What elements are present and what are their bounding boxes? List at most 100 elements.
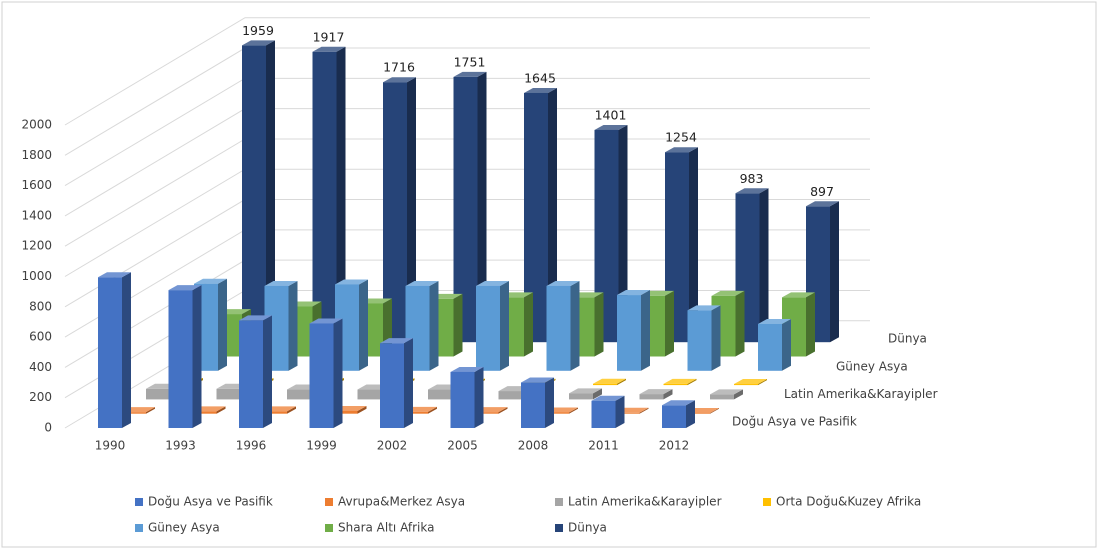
bar-side — [710, 407, 719, 414]
bar-top — [194, 278, 227, 284]
bar-side — [333, 318, 343, 428]
bar-top — [662, 400, 695, 406]
bar — [242, 45, 266, 343]
bar-top — [264, 280, 298, 286]
bar-top — [405, 280, 439, 286]
value-label: 1254 — [665, 130, 697, 145]
bar-side — [734, 389, 743, 400]
bar-side — [618, 124, 628, 343]
bar — [474, 412, 499, 414]
bar-top — [594, 124, 628, 130]
x-tick-label: 1993 — [165, 439, 196, 453]
bar — [122, 412, 146, 414]
legend-label: Shara Altı Afrika — [338, 521, 434, 535]
legend-label: Dünya — [568, 521, 607, 535]
legend-label: Orta Doğu&Kuzey Afrika — [776, 495, 921, 509]
x-tick-label: 1999 — [306, 439, 337, 453]
bar — [615, 412, 640, 414]
depth-axis-label: Doğu Asya ve Pasifik — [732, 415, 857, 429]
bar-top — [687, 305, 721, 311]
bar — [216, 388, 241, 400]
bar-top — [617, 290, 650, 296]
bar — [450, 371, 475, 428]
bar — [639, 394, 664, 400]
bar — [380, 343, 404, 428]
bar-side — [404, 338, 413, 428]
y-tick-label: 400 — [29, 360, 52, 374]
y-tick-label: 200 — [29, 390, 52, 404]
bar-top — [521, 377, 554, 383]
bar-side — [336, 46, 346, 343]
bar-top — [734, 379, 767, 385]
legend-label: Avrupa&Merkez Asya — [338, 495, 465, 509]
bar-side — [830, 201, 839, 343]
depth-axis-label: Dünya — [888, 332, 927, 346]
bar-top — [591, 395, 625, 401]
bar — [263, 411, 287, 414]
y-tick-label: 1000 — [21, 269, 52, 283]
depth-axis-label: Güney Asya — [836, 359, 908, 373]
bar-top — [663, 378, 697, 384]
legend-swatch — [555, 524, 563, 532]
grid-line — [64, 17, 870, 126]
bar-side — [428, 406, 437, 414]
bar-side — [689, 147, 698, 343]
bar-top — [710, 389, 743, 395]
legend-swatch — [325, 524, 333, 532]
bar — [239, 320, 263, 428]
bar-side — [641, 290, 650, 371]
bar-top — [239, 315, 272, 321]
bar — [333, 410, 358, 414]
y-tick-label: 1400 — [21, 208, 52, 222]
bar-top — [309, 318, 343, 324]
legend-swatch — [763, 498, 771, 506]
bar — [404, 411, 428, 414]
value-label: 1401 — [595, 107, 627, 122]
bar-side — [218, 278, 227, 371]
bar — [591, 400, 616, 428]
bar — [687, 310, 712, 371]
bar — [312, 51, 337, 343]
bar-top — [735, 188, 769, 194]
bar-side — [500, 280, 509, 371]
bar — [192, 411, 217, 414]
bar-top — [524, 87, 557, 93]
bar-side — [216, 406, 226, 414]
bar-top — [450, 366, 484, 372]
bar — [309, 323, 334, 428]
bar-side — [288, 280, 298, 371]
bar-top — [758, 318, 791, 324]
bar-side — [146, 407, 155, 414]
bar — [734, 384, 758, 386]
bar-side — [524, 292, 533, 357]
bar-top — [380, 338, 413, 344]
value-label: 1751 — [454, 54, 486, 69]
bar-side — [639, 407, 649, 414]
bar-top — [312, 46, 346, 52]
bar-side — [569, 407, 578, 414]
value-label: 1917 — [313, 29, 345, 44]
y-tick-label: 800 — [29, 299, 52, 313]
x-tick-label: 2008 — [518, 439, 549, 453]
bar-side — [594, 292, 604, 357]
bar — [357, 389, 382, 400]
legend-label: Doğu Asya ve Pasifik — [148, 495, 273, 509]
bar-side — [570, 280, 580, 371]
bar-top — [168, 285, 202, 291]
bar-top — [711, 290, 745, 296]
x-tick-label: 2005 — [447, 439, 478, 453]
bar — [146, 388, 170, 400]
bar-side — [759, 188, 769, 343]
bar-top — [98, 272, 131, 278]
bar-side — [192, 285, 202, 428]
bar-top — [593, 378, 626, 384]
legend-swatch — [325, 498, 333, 506]
bar-top — [476, 280, 509, 286]
bar-side — [263, 315, 272, 428]
bar-top — [639, 389, 673, 395]
bar — [476, 285, 500, 371]
bar-side — [687, 378, 697, 386]
bar-top — [782, 292, 815, 298]
bar-top — [242, 40, 275, 46]
